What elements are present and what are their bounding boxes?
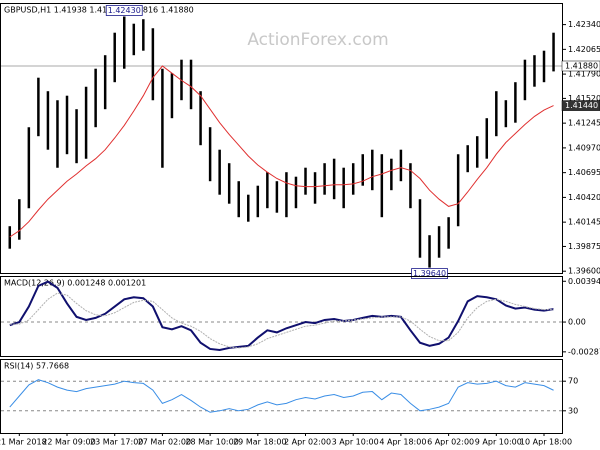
indicator-line bbox=[9, 292, 554, 349]
x-tick-label: 28 Mar 10:00 bbox=[185, 438, 238, 447]
y-tick-label: 1.42065 bbox=[568, 45, 600, 54]
y-tick-label: 1.40420 bbox=[568, 193, 600, 202]
price-tag bbox=[561, 60, 600, 72]
y-tick-label: 1.40145 bbox=[568, 218, 600, 227]
extreme-box bbox=[411, 268, 448, 280]
x-tick-label: 3 Apr 10:00 bbox=[332, 438, 379, 447]
y-tick-label: 30 bbox=[568, 406, 578, 415]
y-tick-label: 1.41520 bbox=[568, 94, 600, 103]
x-tick-label: 29 Mar 18:00 bbox=[233, 438, 286, 447]
panel-frame bbox=[0, 359, 563, 434]
panel-title: MACD(12,26,9) 0.001248 0.001201 bbox=[4, 279, 146, 288]
extreme-box bbox=[105, 5, 143, 16]
moving-average bbox=[9, 65, 554, 238]
y-tick-label: -0.002879 bbox=[568, 347, 600, 356]
price-tag bbox=[561, 100, 600, 111]
panel-frame bbox=[0, 276, 563, 357]
x-tick-label: 10 Apr 18:00 bbox=[520, 438, 572, 447]
x-tick-label: 21 Mar 2018 bbox=[0, 438, 47, 447]
x-tick-label: 9 Apr 10:00 bbox=[475, 438, 522, 447]
y-tick-label: 1.39600 bbox=[568, 267, 600, 276]
y-tick-label: 0.003941 bbox=[568, 277, 600, 286]
y-tick-label: 0.00 bbox=[568, 318, 586, 327]
price-tag-label: 1.41880 bbox=[565, 62, 598, 71]
y-tick-label: 1.40695 bbox=[568, 168, 600, 177]
x-tick-label: 23 Mar 17:00 bbox=[90, 438, 143, 447]
extreme-label: 1.42430 bbox=[108, 6, 141, 15]
watermark: ActionForex.com bbox=[247, 30, 388, 50]
price-tag-label: 1.41440 bbox=[565, 101, 598, 110]
y-tick-label: 1.41790 bbox=[568, 70, 600, 79]
panel-title: RSI(14) 57.7668 bbox=[4, 362, 69, 371]
y-tick-label: 1.41245 bbox=[568, 119, 600, 128]
panel-title: GBPUSD,H1 1.41938 1.41941 1.41816 1.4188… bbox=[4, 6, 194, 15]
x-tick-label: 22 Mar 09:00 bbox=[42, 438, 95, 447]
y-tick-label: 1.40970 bbox=[568, 143, 600, 152]
panel-frame bbox=[0, 3, 563, 274]
x-tick-label: 6 Apr 02:00 bbox=[427, 438, 474, 447]
y-tick-label: 70 bbox=[568, 377, 578, 386]
x-tick-label: 27 Mar 02:00 bbox=[138, 438, 191, 447]
extreme-label: 1.39640 bbox=[413, 269, 446, 278]
indicator-line bbox=[9, 379, 554, 413]
indicator-line bbox=[9, 280, 554, 352]
y-tick-label: 1.42340 bbox=[568, 20, 600, 29]
x-tick-label: 2 Apr 02:00 bbox=[284, 438, 331, 447]
y-tick-label: 1.39875 bbox=[568, 242, 600, 251]
x-tick-label: 4 Apr 18:00 bbox=[379, 438, 426, 447]
